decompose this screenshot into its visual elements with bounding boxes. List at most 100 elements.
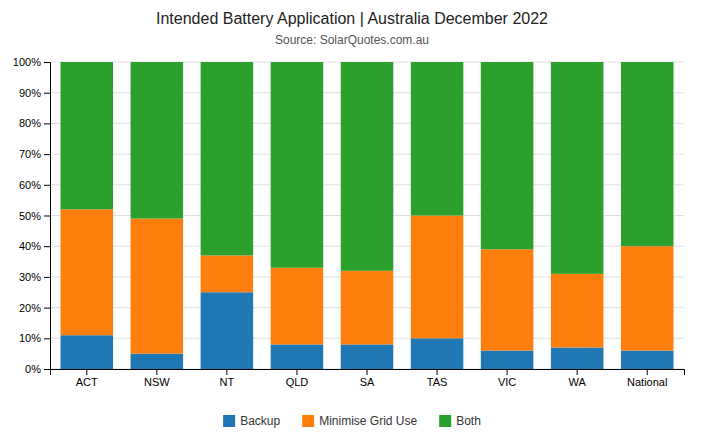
tick-label: 50% — [19, 210, 41, 222]
bar — [621, 351, 674, 369]
bar — [271, 268, 324, 345]
bar — [131, 62, 184, 219]
tick-label: 20% — [19, 302, 41, 314]
bar — [551, 62, 604, 274]
tick-label: 90% — [19, 87, 41, 99]
bar — [271, 344, 324, 369]
bar — [201, 255, 254, 292]
tick-label: 100% — [13, 56, 41, 68]
legend-swatch — [223, 415, 235, 427]
tick: TAS — [427, 369, 448, 388]
tick-label: VIC — [498, 376, 516, 388]
tick: QLD — [286, 369, 309, 388]
tick-mark — [44, 369, 50, 370]
tick-label: 80% — [19, 117, 41, 129]
tick: 100% — [13, 56, 50, 68]
tick: SA — [360, 369, 375, 388]
bar — [411, 338, 464, 369]
bar — [621, 62, 674, 246]
bar — [61, 335, 114, 369]
tick-label: WA — [569, 376, 587, 388]
legend-item: Backup — [223, 414, 280, 428]
bar — [621, 246, 674, 350]
bar — [61, 62, 114, 209]
legend-item: Minimise Grid Use — [302, 414, 417, 428]
tick-label: 40% — [19, 240, 41, 252]
y-axis: 0%10%20%30%40%50%60%70%80%90%100% — [13, 56, 51, 375]
bar — [131, 219, 184, 354]
tick-label: 70% — [19, 148, 41, 160]
axis-line — [44, 63, 51, 370]
tick-label: TAS — [427, 376, 448, 388]
tick-mark — [44, 308, 50, 309]
chart: Intended Battery Application | Australia… — [0, 0, 704, 441]
tick-mark — [507, 369, 508, 375]
plot: 0%10%20%30%40%50%60%70%80%90%100%ACTNSWN… — [13, 56, 685, 388]
tick-label: SA — [360, 376, 375, 388]
bar — [271, 62, 324, 268]
bar — [341, 62, 394, 271]
legend-item: Both — [439, 414, 481, 428]
tick: 20% — [19, 302, 50, 314]
legend-swatch — [439, 415, 451, 427]
bar — [131, 354, 184, 369]
tick: 10% — [19, 332, 50, 344]
tick-label: National — [627, 376, 667, 388]
tick-mark — [44, 216, 50, 217]
tick-label: 0% — [25, 363, 41, 375]
tick: 80% — [19, 117, 50, 129]
bar — [551, 274, 604, 348]
bar — [341, 271, 394, 345]
bar — [481, 351, 534, 369]
tick-mark — [296, 369, 297, 375]
legend-swatch — [302, 415, 314, 427]
legend-label: Minimise Grid Use — [319, 414, 417, 428]
tick: ACT — [76, 369, 98, 388]
tick: 40% — [19, 240, 50, 252]
tick: 0% — [25, 363, 50, 375]
series — [61, 62, 674, 274]
tick: WA — [569, 369, 587, 388]
bar — [481, 62, 534, 249]
tick: 90% — [19, 87, 50, 99]
legend-label: Backup — [240, 414, 280, 428]
axis-line — [51, 370, 685, 376]
x-axis: ACT NSW NT QLD SA TAS VIC WA National — [51, 369, 685, 388]
tick-label: QLD — [286, 376, 309, 388]
tick-mark — [367, 369, 368, 375]
tick-mark — [44, 185, 50, 186]
tick: 50% — [19, 210, 50, 222]
tick-mark — [226, 369, 227, 375]
tick-mark — [44, 62, 50, 63]
bar — [411, 216, 464, 339]
tick: National — [627, 369, 667, 388]
bar — [481, 249, 534, 350]
tick-mark — [437, 369, 438, 375]
tick-mark — [647, 369, 648, 375]
tick-label: ACT — [76, 376, 98, 388]
tick-mark — [44, 123, 50, 124]
tick: NT — [220, 369, 235, 388]
bar — [61, 209, 114, 335]
tick-mark — [577, 369, 578, 375]
tick: 60% — [19, 179, 50, 191]
tick: 70% — [19, 148, 50, 160]
bar — [551, 348, 604, 369]
bar — [411, 62, 464, 216]
legend: Backup Minimise Grid Use Both — [223, 414, 481, 428]
tick-mark — [44, 154, 50, 155]
subtitle: Source: SolarQuotes.com.au — [275, 33, 429, 47]
tick-label: 10% — [19, 332, 41, 344]
bars — [61, 62, 674, 369]
tick-mark — [156, 369, 157, 375]
title: Intended Battery Application | Australia… — [156, 10, 548, 27]
bar — [201, 62, 254, 255]
grid — [50, 62, 684, 369]
legend-label: Both — [456, 414, 481, 428]
tick-mark — [44, 277, 50, 278]
tick-mark — [44, 338, 50, 339]
tick-mark — [86, 369, 87, 375]
tick-mark — [44, 246, 50, 247]
tick-mark — [44, 93, 50, 94]
tick: NSW — [144, 369, 170, 388]
